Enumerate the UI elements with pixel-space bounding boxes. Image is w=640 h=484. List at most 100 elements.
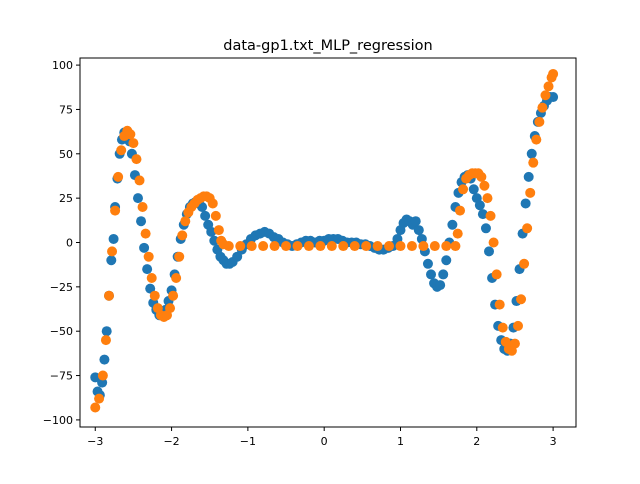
y-tick-label: 0 [66, 237, 73, 250]
data-point [137, 202, 148, 213]
data-point [410, 216, 421, 227]
data-point [548, 92, 559, 103]
data-point [125, 129, 136, 140]
data-point [395, 241, 406, 252]
data-point [361, 241, 372, 252]
data-point [200, 210, 211, 221]
data-point [292, 241, 303, 252]
data-point [197, 202, 208, 213]
data-point [104, 290, 114, 301]
data-point [477, 209, 488, 220]
x-tick-label: −1 [240, 435, 256, 448]
data-point [246, 241, 257, 252]
data-point [525, 187, 536, 198]
data-point [165, 303, 176, 314]
data-point [107, 246, 118, 257]
data-point [100, 335, 111, 346]
data-point [232, 251, 243, 262]
data-point [174, 251, 185, 262]
data-point [438, 269, 449, 280]
data-point [213, 225, 224, 236]
data-point [528, 157, 539, 168]
data-point [142, 264, 153, 275]
data-point [134, 175, 145, 186]
data-point [531, 134, 542, 145]
data-point [452, 228, 463, 239]
data-point [207, 198, 218, 209]
data-point [537, 102, 548, 113]
y-tick-label: −25 [50, 281, 73, 294]
data-point [116, 145, 127, 156]
data-point [384, 241, 395, 252]
data-point [90, 402, 101, 413]
y-axis: −100 −75 −50 −25 0 25 50 75 100 [43, 59, 80, 427]
data-point [426, 269, 437, 280]
data-point [97, 370, 108, 381]
data-point [372, 241, 383, 252]
data-point [447, 219, 458, 230]
x-tick-label: 0 [321, 435, 328, 448]
data-point [488, 237, 499, 248]
data-point [210, 210, 221, 221]
data-point [482, 193, 493, 204]
data-point [110, 205, 121, 216]
data-point [523, 171, 534, 182]
data-point [491, 269, 502, 280]
y-tick-label: −50 [50, 325, 73, 338]
data-point [480, 223, 491, 234]
data-point [441, 255, 452, 266]
data-point [534, 116, 545, 127]
data-point [258, 241, 269, 252]
data-point [476, 171, 487, 182]
data-point [485, 210, 496, 221]
x-tick-label: −3 [87, 435, 103, 448]
y-tick-label: 75 [59, 103, 73, 116]
data-point [128, 138, 139, 149]
data-point [468, 184, 479, 195]
plot-area [90, 68, 559, 413]
data-point [519, 258, 530, 269]
data-point [526, 148, 537, 159]
data-point [136, 216, 147, 227]
data-point [315, 241, 326, 252]
data-point [94, 393, 105, 404]
data-point [455, 205, 466, 216]
chart-title: data-gp1.txt_MLP_regression [223, 38, 432, 54]
data-point [168, 290, 179, 301]
x-axis: −3 −2 −1 0 1 2 3 [87, 427, 557, 448]
data-point [406, 241, 417, 252]
x-tick-label: 3 [550, 435, 557, 448]
data-point [484, 246, 495, 257]
data-point [497, 322, 508, 333]
data-point [281, 241, 292, 252]
data-point [303, 241, 314, 252]
y-tick-label: −75 [50, 370, 73, 383]
data-point [132, 193, 143, 204]
data-point [418, 241, 429, 252]
data-point [474, 200, 485, 211]
data-point [326, 241, 337, 252]
data-point [479, 180, 490, 191]
data-point [180, 216, 191, 227]
data-point [209, 235, 220, 246]
data-point [149, 290, 160, 301]
data-point [146, 272, 157, 283]
data-point [143, 251, 154, 262]
data-point [139, 242, 150, 253]
data-point [269, 241, 280, 252]
data-point [101, 326, 112, 337]
series-2 [90, 68, 559, 413]
data-point [171, 272, 182, 283]
data-point [450, 241, 461, 252]
data-point [140, 228, 151, 239]
data-point [422, 258, 433, 269]
data-point [349, 241, 360, 252]
x-tick-label: 1 [397, 435, 404, 448]
data-point [113, 171, 124, 182]
y-tick-label: 50 [59, 148, 73, 161]
data-point [145, 283, 156, 294]
y-tick-label: 25 [59, 192, 73, 205]
data-point [106, 255, 117, 266]
x-tick-label: −2 [163, 435, 179, 448]
